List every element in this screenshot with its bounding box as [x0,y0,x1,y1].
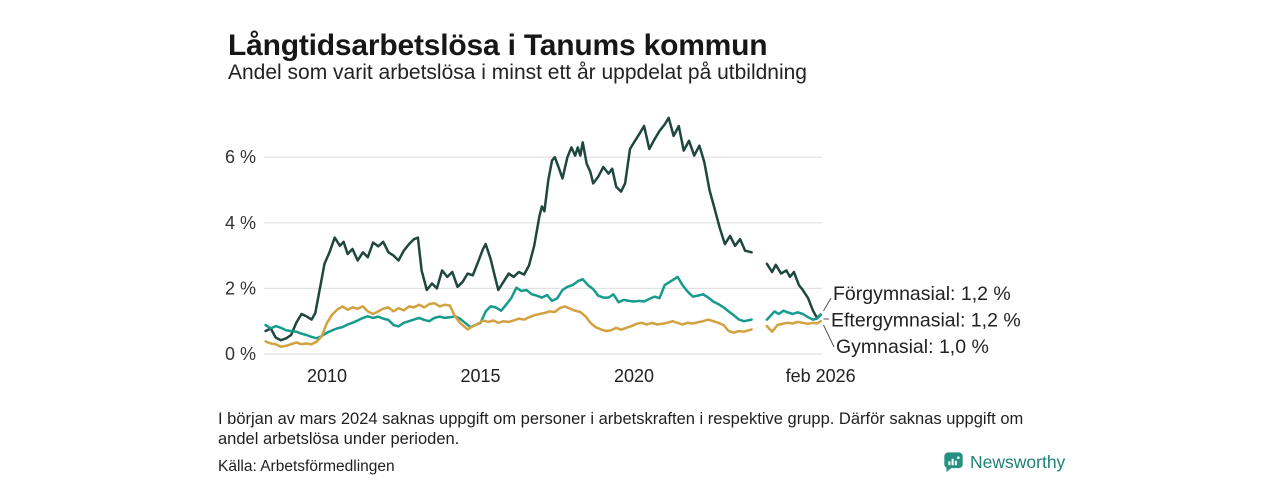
footnote: I början av mars 2024 saknas uppgift om … [218,410,1024,448]
series-end-label-eftergymnasial: Eftergymnasial: 1,2 % [831,310,1021,332]
y-tick-label-4pct: 4 % [225,213,256,233]
leader-line-forgymnasial [823,297,832,312]
x-tick-label-2020: 2020 [614,366,654,386]
series-line-forgymnasial [264,116,822,342]
x-tick-label-2010: 2010 [307,366,347,386]
series-end-label-forgymnasial: Förgymnasial: 1,2 % [833,283,1011,305]
newsworthy-bar-chart-icon [943,451,964,473]
series-line-eftergymnasial [264,275,822,340]
chart-subtitle: Andel som varit arbetslösa i minst ett å… [228,61,807,84]
x-tick-label-2015: 2015 [460,366,500,386]
unemployment-line-chart: 0 % 2 % 4 % 6 % 2010 2015 2020 feb 2026 Förgymna… [225,116,1021,386]
source-attribution: Källa: Arbetsförmedlingen [218,458,395,475]
x-tick-label-feb-2026: feb 2026 [786,366,856,386]
leader-line-gymnasial [823,324,835,348]
y-tick-label-6pct: 6 % [225,147,256,167]
page-title: Långtidsarbetslösa i Tanums kommun [228,29,768,63]
y-tick-label-0pct: 0 % [225,344,256,364]
series-line-gymnasial [264,301,822,349]
newsworthy-wordmark: Newsworthy [970,451,1066,472]
y-tick-label-2pct: 2 % [225,278,256,298]
series-end-label-gymnasial: Gymnasial: 1,0 % [836,336,989,358]
newsworthy-logo[interactable]: Newsworthy [943,451,1065,473]
